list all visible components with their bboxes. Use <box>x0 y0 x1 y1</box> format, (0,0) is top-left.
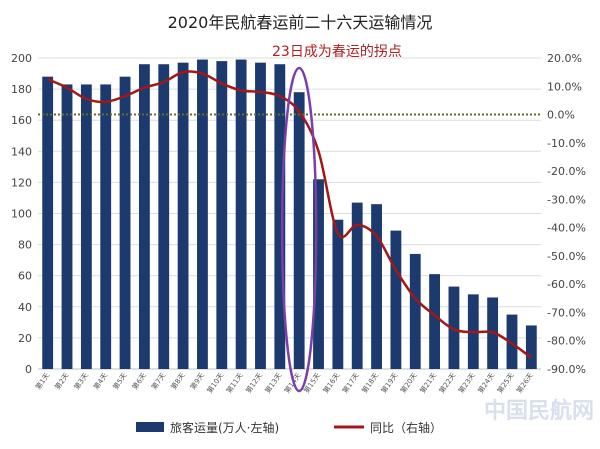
bar <box>197 59 208 370</box>
category-label: 第11天 <box>224 371 245 395</box>
bar <box>177 62 189 369</box>
right-tick-label: 10.0% <box>547 80 582 93</box>
left-tick-label: 0 <box>25 363 32 376</box>
category-label: 第16天 <box>321 371 342 395</box>
right-tick-label: -80.0% <box>547 335 586 348</box>
right-tick-label: -70.0% <box>547 306 586 319</box>
category-label: 第4天 <box>91 371 109 391</box>
category-label: 第12天 <box>244 371 265 395</box>
legend: 旅客运量(万人·左轴) 同比（右轴） <box>136 420 442 435</box>
category-label: 第5天 <box>111 371 129 391</box>
bar <box>42 76 54 369</box>
bar <box>216 61 228 370</box>
bar <box>255 62 266 369</box>
legend-label-bars: 旅客运量(万人·左轴) <box>170 420 279 435</box>
category-label: 第20天 <box>398 371 419 395</box>
bar <box>448 286 460 369</box>
category-label: 第13天 <box>263 371 284 395</box>
bar <box>332 219 344 369</box>
chart-title: 2020年民航春运前二十六天运输情况 <box>168 13 433 32</box>
bar <box>390 230 402 369</box>
left-tick-label: 40 <box>18 301 32 314</box>
turning-point-ellipse <box>280 66 318 393</box>
right-tick-label: -50.0% <box>547 250 586 263</box>
right-tick-label: -40.0% <box>547 222 586 235</box>
left-tick-label: 140 <box>11 145 32 158</box>
highlight-ellipse <box>280 66 318 393</box>
left-tick-label: 200 <box>11 52 32 65</box>
category-label: 第21天 <box>418 371 439 395</box>
bar <box>138 64 150 369</box>
legend-label-line: 同比（右轴） <box>370 420 442 435</box>
bar <box>100 84 112 369</box>
category-label: 第3天 <box>72 371 90 391</box>
left-tick-label: 100 <box>11 208 32 221</box>
bar <box>119 76 131 369</box>
bar <box>351 202 363 369</box>
category-label: 第9天 <box>188 371 206 391</box>
bar <box>293 92 305 370</box>
annotation-text: 23日成为春运的拐点 <box>272 44 402 60</box>
left-tick-label: 20 <box>18 332 32 345</box>
right-tick-label: -20.0% <box>547 165 586 178</box>
category-label: 第6天 <box>130 371 148 391</box>
category-label: 第25天 <box>495 371 516 395</box>
right-tick-label: 0.0% <box>547 109 575 122</box>
right-tick-label: 20.0% <box>547 52 582 65</box>
left-tick-label: 160 <box>11 114 32 127</box>
category-label: 第17天 <box>340 371 361 395</box>
category-label: 第24天 <box>476 371 497 395</box>
category-label: 第19天 <box>379 371 400 395</box>
category-label: 第26天 <box>514 371 535 395</box>
bar <box>313 179 324 369</box>
category-label: 第22天 <box>437 371 458 395</box>
bar <box>506 314 518 369</box>
category-label: 第10天 <box>205 371 226 395</box>
right-tick-label: -30.0% <box>547 193 586 206</box>
category-label: 第8天 <box>169 371 187 391</box>
category-label: 第7天 <box>149 371 167 391</box>
bar <box>525 325 537 369</box>
bar <box>371 204 382 369</box>
left-axis: 0 20 40 60 80 100 120 140 160 180 200 <box>11 52 32 376</box>
category-label: 第18天 <box>360 371 381 395</box>
legend-swatch-bars <box>136 422 164 432</box>
watermark-logo: 中国民航网 <box>484 398 594 424</box>
bar <box>409 253 421 369</box>
category-label: 第1天 <box>33 371 51 391</box>
left-tick-label: 60 <box>18 270 32 283</box>
bar-series <box>42 59 537 370</box>
bar <box>61 84 73 369</box>
right-tick-label: -90.0% <box>547 363 586 376</box>
line-series <box>47 70 533 359</box>
bar <box>235 59 247 370</box>
category-label: 第23天 <box>456 371 477 395</box>
bar <box>274 64 286 369</box>
left-tick-label: 180 <box>11 83 32 96</box>
bar <box>80 84 92 369</box>
category-labels: 第1天 第2天 第3天 第4天 第5天 第6天 第7天 第8天 第9天 第10天 第11天 第12天第… <box>33 371 535 395</box>
category-label: 第2天 <box>53 371 71 391</box>
left-tick-label: 120 <box>11 176 32 189</box>
bar <box>158 64 170 369</box>
right-tick-label: -10.0% <box>547 137 586 150</box>
right-axis: 20.0% 10.0% 0.0% -10.0% -20.0% -30.0% -40.0% -5… <box>547 52 586 376</box>
line-path <box>47 70 533 359</box>
left-tick-label: 80 <box>18 239 32 252</box>
right-tick-label: -60.0% <box>547 278 586 291</box>
bar <box>429 274 441 369</box>
